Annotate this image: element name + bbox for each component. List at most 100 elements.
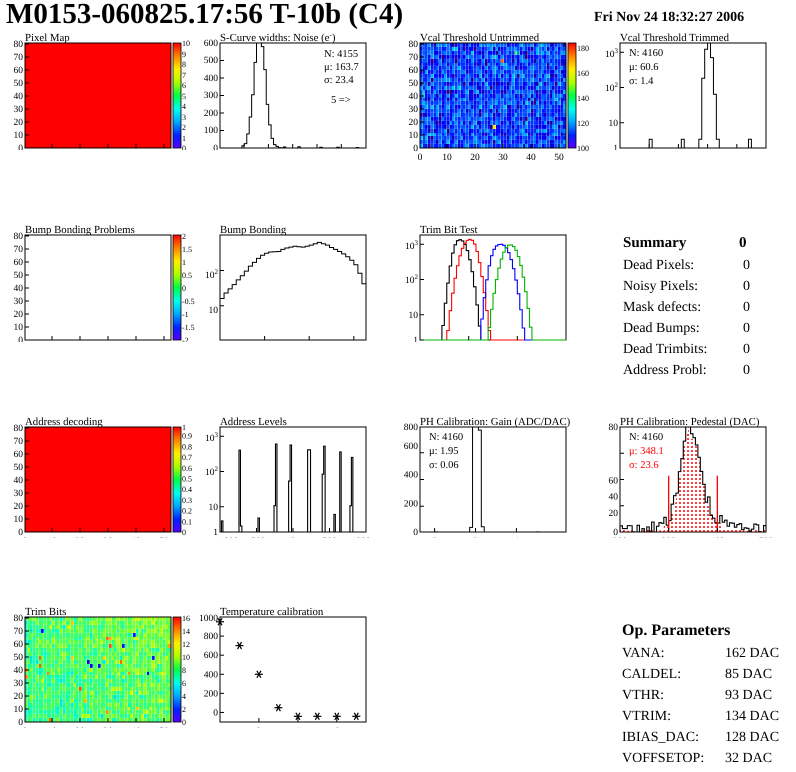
svg-text:12: 12 xyxy=(182,640,190,649)
svg-text:0: 0 xyxy=(413,528,418,538)
svg-text:200: 200 xyxy=(204,689,219,699)
svg-text:103: 103 xyxy=(205,431,219,444)
svg-text:0: 0 xyxy=(432,537,437,538)
svg-text:2: 2 xyxy=(182,705,186,714)
svg-text:50: 50 xyxy=(554,153,564,160)
svg-text:1000: 1000 xyxy=(352,537,371,538)
svg-text:30: 30 xyxy=(14,297,24,307)
svg-text:20: 20 xyxy=(14,310,24,320)
svg-text:Trim Bit Test: Trim Bit Test xyxy=(420,224,477,236)
svg-text:600: 600 xyxy=(204,39,219,49)
svg-text:50: 50 xyxy=(14,463,24,473)
svg-text:4: 4 xyxy=(514,537,519,538)
svg-text:70: 70 xyxy=(14,437,24,447)
svg-text:0.1: 0.1 xyxy=(182,517,192,526)
svg-text:0: 0 xyxy=(291,537,296,538)
svg-text:9: 9 xyxy=(182,50,186,59)
svg-text:30: 30 xyxy=(103,537,113,538)
svg-text:102: 102 xyxy=(205,268,219,281)
svg-text:16: 16 xyxy=(182,614,190,623)
svg-text:20: 20 xyxy=(470,153,480,160)
svg-text:50: 50 xyxy=(159,727,169,728)
svg-text:10: 10 xyxy=(47,727,57,728)
svg-text:100: 100 xyxy=(204,126,219,136)
svg-text:120: 120 xyxy=(577,119,589,128)
svg-text:10: 10 xyxy=(209,503,219,513)
svg-text:Vcal Threshold Untrimmed: Vcal Threshold Untrimmed xyxy=(420,32,540,44)
svg-text:70: 70 xyxy=(409,53,419,63)
svg-text:4: 4 xyxy=(296,727,301,728)
svg-text:μ: 60.6: μ: 60.6 xyxy=(629,62,659,73)
svg-text:10: 10 xyxy=(209,306,219,316)
svg-text:40: 40 xyxy=(409,92,419,102)
svg-text:1000: 1000 xyxy=(199,614,218,624)
svg-text:400: 400 xyxy=(404,471,419,481)
svg-text:30: 30 xyxy=(498,153,508,160)
svg-text:50: 50 xyxy=(14,271,24,281)
svg-text:4: 4 xyxy=(182,692,186,701)
svg-text:0: 0 xyxy=(18,336,23,342)
svg-text:6: 6 xyxy=(334,727,339,728)
svg-text:8: 8 xyxy=(182,666,186,675)
svg-text:0: 0 xyxy=(23,727,28,728)
svg-text:400: 400 xyxy=(710,537,725,538)
svg-text:0: 0 xyxy=(23,537,28,538)
svg-text:1: 1 xyxy=(182,423,186,432)
svg-text:40: 40 xyxy=(131,727,141,728)
svg-text:5 =>: 5 => xyxy=(331,95,351,106)
svg-text:102: 102 xyxy=(605,81,619,94)
svg-text:14: 14 xyxy=(182,627,190,636)
svg-text:60: 60 xyxy=(609,476,619,486)
svg-text:400: 400 xyxy=(204,670,219,680)
svg-text:0.9: 0.9 xyxy=(182,432,192,441)
svg-text:80: 80 xyxy=(409,40,419,50)
svg-text:1: 1 xyxy=(182,134,186,143)
svg-text:Bump Bonding: Bump Bonding xyxy=(220,224,287,236)
svg-text:500: 500 xyxy=(759,537,774,538)
svg-text:10: 10 xyxy=(409,311,419,321)
svg-text:300: 300 xyxy=(662,537,677,538)
svg-text:0: 0 xyxy=(18,144,23,150)
svg-text:102: 102 xyxy=(205,465,219,478)
svg-text:0: 0 xyxy=(213,144,218,150)
svg-text:30: 30 xyxy=(14,105,24,115)
svg-text:50: 50 xyxy=(159,537,169,538)
svg-text:-0.5: -0.5 xyxy=(182,297,195,306)
svg-text:30: 30 xyxy=(14,679,24,689)
svg-text:σ: 23.4: σ: 23.4 xyxy=(324,75,354,86)
svg-text:600: 600 xyxy=(404,442,419,452)
svg-text:200: 200 xyxy=(613,537,628,538)
svg-text:20: 20 xyxy=(14,502,24,512)
svg-text:20: 20 xyxy=(609,509,619,519)
svg-text:40: 40 xyxy=(14,284,24,294)
svg-text:Vcal Threshold Trimmed: Vcal Threshold Trimmed xyxy=(620,32,730,44)
svg-text:0.6: 0.6 xyxy=(182,464,192,473)
svg-text:10: 10 xyxy=(182,653,190,662)
svg-text:40: 40 xyxy=(14,476,24,486)
svg-text:N: 4160: N: 4160 xyxy=(629,432,663,443)
svg-text:0: 0 xyxy=(182,718,186,727)
svg-text:μ: 1.95: μ: 1.95 xyxy=(429,446,459,457)
svg-text:300: 300 xyxy=(204,91,219,101)
svg-text:7: 7 xyxy=(182,71,186,80)
svg-text:0: 0 xyxy=(182,284,186,293)
svg-text:800: 800 xyxy=(404,423,419,433)
svg-text:200: 200 xyxy=(204,109,219,119)
svg-text:60: 60 xyxy=(14,258,24,268)
svg-text:10: 10 xyxy=(609,119,619,129)
svg-text:0.3: 0.3 xyxy=(182,496,192,505)
svg-text:10: 10 xyxy=(47,537,57,538)
svg-text:Temperature calibration: Temperature calibration xyxy=(220,606,324,618)
svg-text:Address Levels: Address Levels xyxy=(220,416,287,428)
svg-text:0.8: 0.8 xyxy=(182,442,192,451)
svg-text:-2: -2 xyxy=(182,336,189,342)
svg-text:PH Calibration: Pedestal (DAC): PH Calibration: Pedestal (DAC) xyxy=(620,416,760,428)
svg-text:20: 20 xyxy=(14,118,24,128)
svg-text:-500: -500 xyxy=(248,537,266,538)
svg-text:-1: -1 xyxy=(182,310,189,319)
svg-text:50: 50 xyxy=(409,79,419,89)
svg-text:10: 10 xyxy=(182,39,190,48)
svg-text:20: 20 xyxy=(75,537,85,538)
svg-text:2: 2 xyxy=(182,232,186,241)
svg-text:N: 4155: N: 4155 xyxy=(324,49,358,60)
